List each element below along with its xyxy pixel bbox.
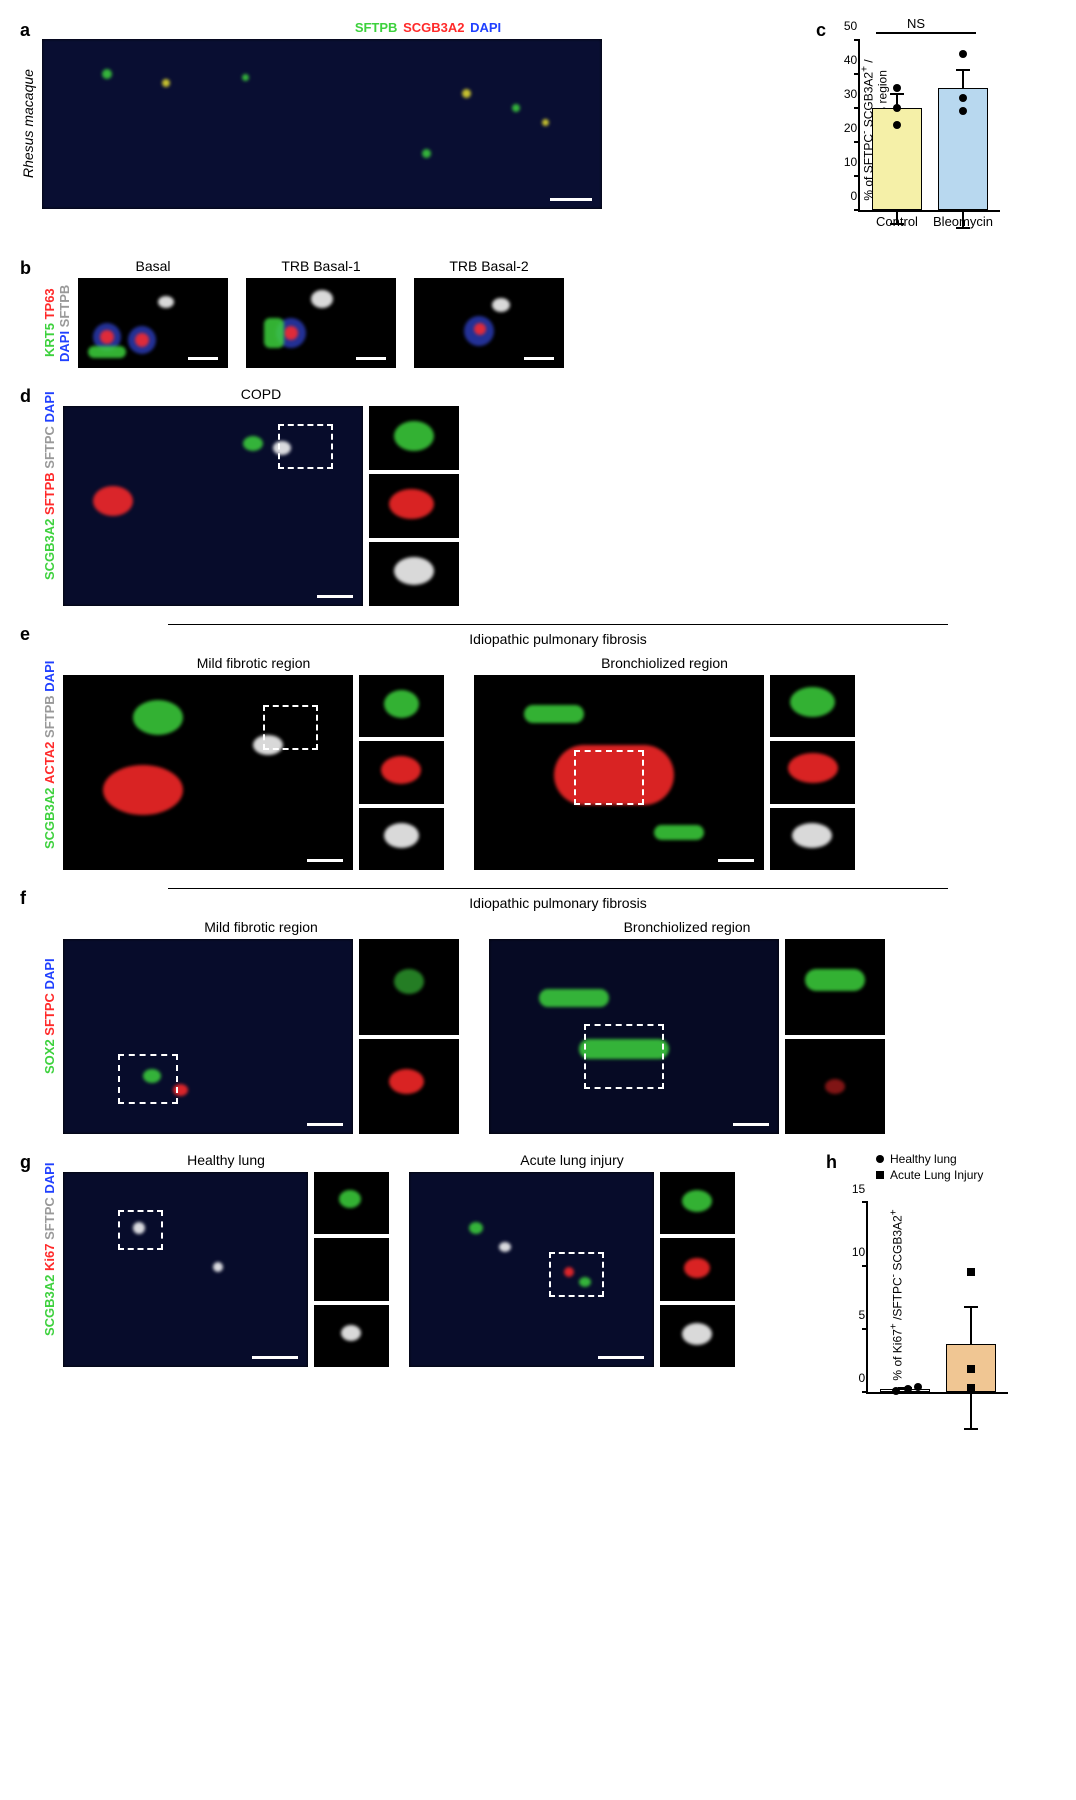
panel-d-channels — [369, 406, 459, 606]
panel-h: h Healthy lung Acute Lung Injury % of Ki… — [826, 1152, 1056, 1412]
panel-d-main — [63, 406, 363, 606]
panel-c-chart: % of SFTPC- SCGB3A2+ /total DAPI in TRB … — [816, 20, 1016, 240]
panel-b: b KRT5 TP63 DAPI SFTPB Basal — [20, 258, 1056, 368]
panel-h-legend: Healthy lung Acute Lung Injury — [876, 1152, 983, 1184]
leg-d-sftpc: SFTPC — [42, 426, 57, 469]
panel-f-legend: SOX2 SFTPC DAPI — [42, 919, 57, 1114]
panel-g: g SCGB3A2 Ki67 SFTPC DAPI Healthy lung — [20, 1152, 806, 1412]
panel-d-label: d — [20, 386, 31, 407]
panel-a-label: a — [20, 20, 30, 41]
panel-e-section: Idiopathic pulmonary fibrosis — [60, 631, 1056, 647]
title-e-mild: Mild fibrotic region — [63, 655, 444, 671]
panel-e-bronch: Bronchiolized region — [474, 655, 855, 870]
panel-b-trb2: TRB Basal-2 — [414, 258, 564, 368]
leg-e-sftpb: SFTPB — [42, 696, 57, 739]
panel-g-healthy: Healthy lung — [63, 1152, 389, 1367]
panel-b-label: b — [20, 258, 31, 279]
panel-d-legend: SCGB3A2 SFTPB SFTPC DAPI — [42, 386, 57, 586]
panel-f-label: f — [20, 888, 26, 909]
leg-d-sftpb: SFTPB — [42, 473, 57, 516]
title-basal: Basal — [78, 258, 228, 274]
panel-e-label: e — [20, 624, 30, 645]
leg-g-ki67: Ki67 — [42, 1244, 57, 1271]
leg-f-sftpc: SFTPC — [42, 993, 57, 1036]
leg-g-sftpc: SFTPC — [42, 1197, 57, 1240]
panel-h-plot: 0 5 10 15 — [866, 1202, 1008, 1394]
panel-f-section: Idiopathic pulmonary fibrosis — [60, 895, 1056, 911]
leg-sftpb-b: SFTPB — [57, 284, 72, 327]
scalebar — [550, 198, 592, 201]
title-trb2: TRB Basal-2 — [414, 258, 564, 274]
cat-control: Control — [867, 214, 927, 229]
panel-g-label: g — [20, 1152, 31, 1173]
panel-e-mild: Mild fibrotic region — [63, 655, 444, 870]
leg-h-healthy: Healthy lung — [890, 1152, 957, 1166]
panel-b-trb1: TRB Basal-1 — [246, 258, 396, 368]
leg-g-dapi: DAPI — [42, 1163, 57, 1194]
leg-d-scgb: SCGB3A2 — [42, 519, 57, 580]
leg-d-dapi: DAPI — [42, 392, 57, 423]
title-trb1: TRB Basal-1 — [246, 258, 396, 274]
panel-e: e Idiopathic pulmonary fibrosis SCGB3A2 … — [20, 624, 1056, 870]
leg-h-ali: Acute Lung Injury — [890, 1168, 983, 1182]
title-e-bronch: Bronchiolized region — [474, 655, 855, 671]
panel-f: f Idiopathic pulmonary fibrosis SOX2 SFT… — [20, 888, 1056, 1134]
panel-h-chart: Healthy lung Acute Lung Injury % of Ki67… — [826, 1152, 1026, 1412]
leg-krt5: KRT5 — [42, 323, 57, 357]
leg-dapi-b: DAPI — [57, 331, 72, 362]
panel-a-species: Rhesus macaque — [20, 39, 36, 209]
title-g-healthy: Healthy lung — [63, 1152, 389, 1168]
panel-a-legend: SFTPB SCGB3A2 DAPI — [60, 20, 796, 35]
cat-bleo: Bleomycin — [933, 214, 993, 229]
panel-a: a SFTPB SCGB3A2 DAPI Rhesus macaque — [20, 20, 796, 240]
leg-f-dapi: DAPI — [42, 959, 57, 990]
panel-b-basal: Basal — [78, 258, 228, 368]
panel-f-mild: Mild fibrotic region — [63, 919, 459, 1134]
legend-sftpb: SFTPB — [355, 20, 398, 35]
panel-b-legend: KRT5 TP63 DAPI SFTPB — [42, 278, 72, 368]
panel-d: d SCGB3A2 SFTPB SFTPC DAPI COPD — [20, 386, 1056, 606]
leg-g-scgb: SCGB3A2 — [42, 1275, 57, 1336]
legend-dapi: DAPI — [470, 20, 501, 35]
panel-g-legend: SCGB3A2 Ki67 SFTPC DAPI — [42, 1152, 57, 1347]
panel-d-title: COPD — [63, 386, 459, 402]
panel-c: c % of SFTPC- SCGB3A2+ /total DAPI in TR… — [816, 20, 1056, 240]
leg-f-sox2: SOX2 — [42, 1040, 57, 1075]
panel-g-ali: Acute lung injury — [409, 1152, 735, 1367]
leg-e-dapi: DAPI — [42, 661, 57, 692]
title-f-bronch: Bronchiolized region — [489, 919, 885, 935]
leg-tp63: TP63 — [42, 289, 57, 320]
legend-scgb3a2: SCGB3A2 — [403, 20, 464, 35]
leg-e-acta2: ACTA2 — [42, 742, 57, 784]
inset-box — [278, 424, 333, 469]
leg-e-scgb: SCGB3A2 — [42, 788, 57, 849]
panel-a-image — [42, 39, 602, 209]
panel-c-plot: 0 10 20 30 40 50 Control — [858, 40, 1000, 212]
panel-e-legend: SCGB3A2 ACTA2 SFTPB DAPI — [42, 655, 57, 855]
figure: a SFTPB SCGB3A2 DAPI Rhesus macaque c — [20, 20, 1056, 1430]
title-g-ali: Acute lung injury — [409, 1152, 735, 1168]
panel-f-bronch: Bronchiolized region — [489, 919, 885, 1134]
title-f-mild: Mild fibrotic region — [63, 919, 459, 935]
